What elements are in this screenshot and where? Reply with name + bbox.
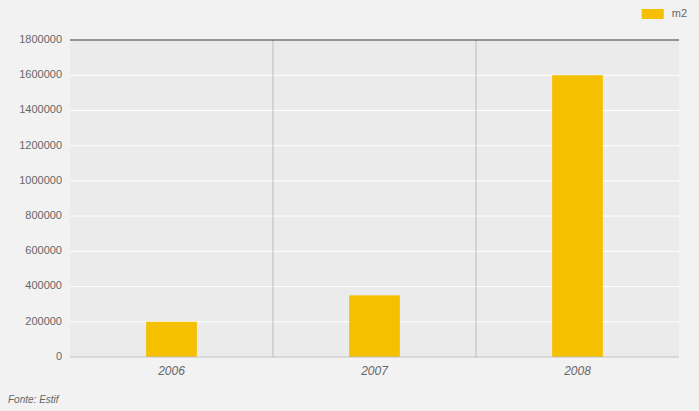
category-divider [273, 40, 274, 357]
category-divider [476, 40, 477, 357]
bars [146, 75, 603, 357]
bar [349, 295, 400, 357]
y-tick-label: 1200000 [19, 139, 62, 151]
grid-line [70, 357, 679, 358]
y-tick-label: 800000 [25, 209, 62, 221]
grid-line [70, 40, 679, 41]
legend-swatch [642, 9, 664, 19]
legend: m2 [642, 7, 687, 19]
x-tick-label: 2008 [563, 364, 591, 378]
source-note: Fonte: Estif [8, 394, 60, 405]
y-tick-label: 400000 [25, 279, 62, 291]
chart-container: 0 200000 400000 600000 800000 1000000 1200000 1… [0, 0, 699, 411]
plot-area [70, 40, 679, 357]
x-tick-label: 2006 [157, 364, 185, 378]
y-tick-label: 1400000 [19, 103, 62, 115]
y-tick-label: 1600000 [19, 68, 62, 80]
y-tick-label: 200000 [25, 315, 62, 327]
y-tick-label: 600000 [25, 244, 62, 256]
chart-svg: 0 200000 400000 600000 800000 1000000 1200000 1… [0, 0, 699, 411]
bar [146, 322, 197, 357]
y-tick-label: 1800000 [19, 33, 62, 45]
legend-label: m2 [672, 7, 687, 19]
x-tick-label: 2007 [360, 364, 389, 378]
y-tick-label: 0 [56, 350, 62, 362]
y-tick-label: 1000000 [19, 174, 62, 186]
background [0, 0, 699, 411]
bar [552, 75, 603, 357]
x-axis-line [70, 357, 679, 358]
top-border [70, 40, 679, 41]
